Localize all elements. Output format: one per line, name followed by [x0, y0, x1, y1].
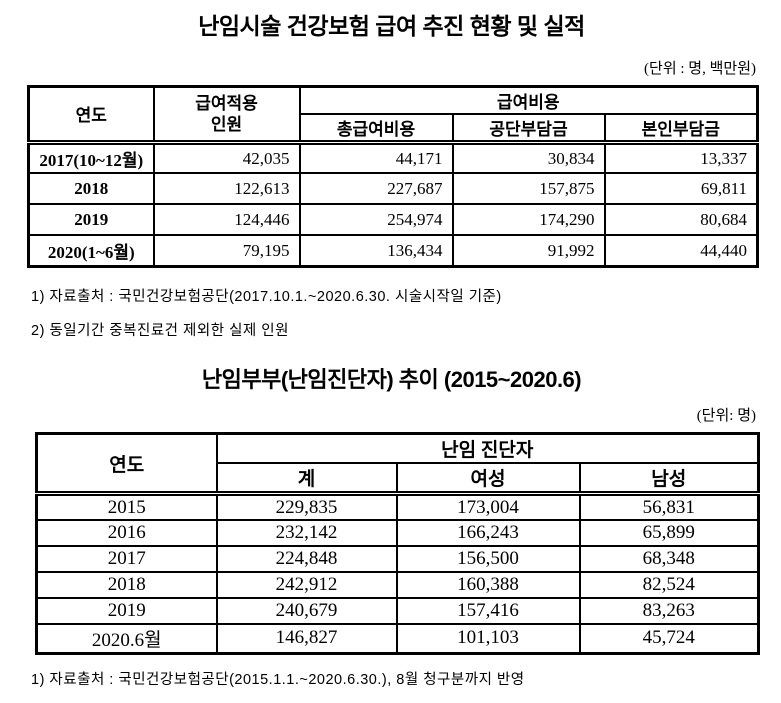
- col-header-year: 연도: [35, 432, 218, 497]
- table-cell: 2015: [35, 492, 218, 521]
- table-cell: 65,899: [578, 518, 760, 547]
- table-cell: 2018: [35, 570, 218, 599]
- table-cell: 166,243: [395, 518, 581, 547]
- table-cell: 91,992: [451, 234, 606, 268]
- table-cell: 2016: [35, 518, 218, 547]
- col-header-year: 연도: [27, 85, 155, 145]
- table-cell: 2020.6월: [35, 623, 218, 655]
- infertility-diagnosed-table: 연도 난임 진단자 계 여성 남성 2015 229,835 173,004 5…: [35, 432, 761, 655]
- table-cell: 146,827: [215, 623, 398, 655]
- table-cell: 101,103: [395, 623, 581, 655]
- table-cell: 229,835: [215, 492, 398, 521]
- table-row: 2018 122,613 227,687 157,875 69,811: [27, 172, 759, 206]
- table-cell: 2018: [27, 172, 155, 206]
- diagnosed-table-header: 연도 난임 진단자 계 여성 남성: [35, 432, 760, 497]
- table-row: 2017(10~12월) 42,035 44,171 30,834 13,337: [27, 141, 759, 175]
- section2-footnotes: 1) 자료출처 : 국민건강보험공단(2015.1.1.~2020.6.30.)…: [27, 668, 756, 703]
- table-cell: 173,004: [395, 492, 581, 521]
- footnote: 2) 동일기간 중복진료건 제외한 실제 인원: [31, 322, 289, 339]
- table-cell: 124,446: [152, 203, 301, 237]
- section1-title: 난임시술 건강보험 급여 추진 현황 및 실적: [198, 13, 585, 39]
- table-cell: 45,724: [578, 623, 760, 655]
- table-cell: 68,348: [578, 544, 760, 573]
- table-cell: 254,974: [298, 203, 454, 237]
- table-cell: 122,613: [152, 172, 301, 206]
- benefit-table-body: 2017(10~12월) 42,035 44,171 30,834 13,337…: [27, 141, 759, 268]
- table-cell: 2019: [35, 596, 218, 625]
- table-row: 2019 124,446 254,974 174,290 80,684: [27, 203, 759, 237]
- section-benefit-status: 난임시술 건강보험 급여 추진 현황 및 실적 (단위 : 명, 백만원) 연도…: [27, 12, 759, 340]
- benefit-status-table: 연도 급여적용 인원 급여비용 총급여비용 공단부담금 본인부담금 2017(1…: [27, 84, 759, 268]
- table-cell: 42,035: [152, 141, 301, 175]
- table-row: 2019 240,679 157,416 83,263: [35, 596, 760, 625]
- benefit-table-header: 연도 급여적용 인원 급여비용 총급여비용 공단부담금 본인부담금: [27, 85, 759, 145]
- table-cell: 69,811: [603, 172, 759, 206]
- col-header-benefit-cost-group: 급여비용: [298, 85, 759, 115]
- table-cell: 156,500: [395, 544, 581, 573]
- table-row: 2017 224,848 156,500 68,348: [35, 544, 760, 573]
- table-row: 2018 242,912 160,388 82,524: [35, 570, 760, 599]
- table-cell: 136,434: [298, 234, 454, 268]
- table-cell: 224,848: [215, 544, 398, 573]
- col-header-insurer-share: 공단부담금: [451, 112, 606, 145]
- table-cell: 2019: [27, 203, 155, 237]
- section-infertility-diagnosed: 난임부부(난임진단자) 추이 (2015~2020.6) (단위: 명) 연도 …: [27, 366, 761, 703]
- table-row: 2015 229,835 173,004 56,831: [35, 492, 760, 521]
- col-header-female: 여성: [395, 462, 581, 497]
- table-cell: 83,263: [578, 596, 760, 625]
- table-cell: 44,171: [298, 141, 454, 175]
- table-cell: 232,142: [215, 518, 398, 547]
- section1-footnotes: 1) 자료출처 : 국민건강보험공단(2017.10.1.~2020.6.30.…: [27, 285, 756, 340]
- col-header-total-cost: 총급여비용: [298, 112, 454, 145]
- table-cell: 160,388: [395, 570, 581, 599]
- table-cell: 13,337: [603, 141, 759, 175]
- table-cell: 227,687: [298, 172, 454, 206]
- table-cell: 2020(1~6월): [27, 234, 155, 268]
- col-header-male: 남성: [578, 462, 760, 497]
- diagnosed-table-body: 2015 229,835 173,004 56,831 2016 232,142…: [35, 492, 760, 655]
- table-row: 2020(1~6월) 79,195 136,434 91,992 44,440: [27, 234, 759, 268]
- table-cell: 242,912: [215, 570, 398, 599]
- table-cell: 79,195: [152, 234, 301, 268]
- table-cell: 44,440: [603, 234, 759, 268]
- col-header-self-share: 본인부담금: [603, 112, 759, 145]
- table-cell: 157,416: [395, 596, 581, 625]
- col-header-covered-persons: 급여적용 인원: [152, 85, 301, 145]
- table-cell: 157,875: [451, 172, 606, 206]
- table-cell: 2017(10~12월): [27, 141, 155, 175]
- table-row: 2016 232,142 166,243 65,899: [35, 518, 760, 547]
- table-cell: 174,290: [451, 203, 606, 237]
- table-cell: 80,684: [603, 203, 759, 237]
- table-cell: 30,834: [451, 141, 606, 175]
- table-cell: 240,679: [215, 596, 398, 625]
- section2-title: 난임부부(난임진단자) 추이 (2015~2020.6): [201, 366, 582, 392]
- col-header-total: 계: [215, 462, 398, 497]
- table-cell: 56,831: [578, 492, 760, 521]
- footnote: 1) 자료출처 : 국민건강보험공단(2015.1.1.~2020.6.30.)…: [31, 671, 525, 688]
- section2-unit-label: (단위: 명): [696, 408, 756, 425]
- table-row: 2020.6월 146,827 101,103 45,724: [35, 623, 760, 655]
- section1-unit-label: (단위 : 명, 백만원): [644, 60, 756, 77]
- footnote: 1) 자료출처 : 국민건강보험공단(2017.10.1.~2020.6.30.…: [31, 288, 502, 305]
- table-cell: 82,524: [578, 570, 760, 599]
- table-cell: 2017: [35, 544, 218, 573]
- col-header-diagnosed-group: 난임 진단자: [215, 433, 760, 465]
